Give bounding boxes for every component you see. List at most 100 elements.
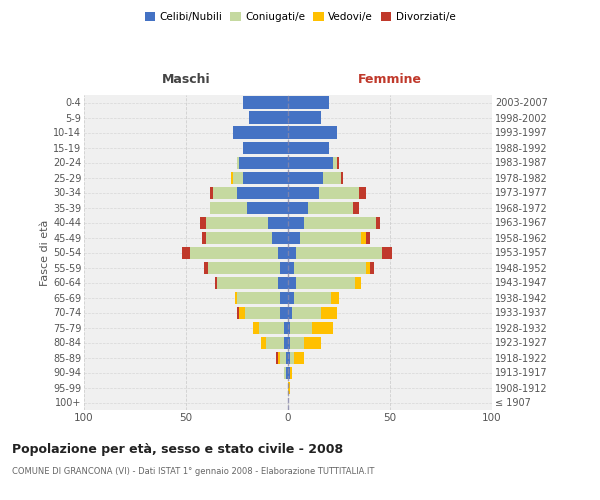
- Bar: [237, 292, 280, 304]
- Bar: [237, 306, 239, 318]
- Bar: [280, 352, 286, 364]
- Bar: [359, 186, 365, 198]
- Bar: [308, 202, 353, 213]
- Bar: [288, 276, 296, 288]
- Bar: [290, 352, 294, 364]
- Bar: [239, 306, 245, 318]
- Bar: [211, 186, 212, 198]
- Bar: [200, 216, 206, 228]
- Bar: [233, 126, 288, 138]
- Bar: [288, 112, 320, 124]
- Bar: [237, 186, 288, 198]
- Bar: [319, 186, 359, 198]
- Bar: [278, 246, 288, 258]
- Text: COMUNE DI GRANCONA (VI) - Dati ISTAT 1° gennaio 2008 - Elaborazione TUTTITALIA.I: COMUNE DI GRANCONA (VI) - Dati ISTAT 1° …: [12, 468, 374, 476]
- Bar: [290, 322, 313, 334]
- Bar: [333, 156, 337, 168]
- Bar: [288, 202, 308, 213]
- Legend: Celibi/Nubili, Coniugati/e, Vedovi/e, Divorziati/e: Celibi/Nubili, Coniugati/e, Vedovi/e, Di…: [140, 8, 460, 26]
- Bar: [284, 336, 288, 348]
- Bar: [382, 246, 392, 258]
- Bar: [294, 292, 331, 304]
- Bar: [237, 156, 239, 168]
- Bar: [288, 126, 337, 138]
- Bar: [288, 232, 300, 243]
- Bar: [217, 276, 278, 288]
- Bar: [206, 232, 272, 243]
- Bar: [288, 382, 290, 394]
- Bar: [331, 292, 339, 304]
- Bar: [288, 142, 329, 154]
- Bar: [239, 156, 288, 168]
- Bar: [288, 262, 294, 274]
- Text: Maschi: Maschi: [161, 73, 211, 86]
- Bar: [341, 172, 343, 183]
- Bar: [288, 216, 304, 228]
- Bar: [206, 216, 268, 228]
- Text: Popolazione per età, sesso e stato civile - 2008: Popolazione per età, sesso e stato civil…: [12, 442, 343, 456]
- Bar: [190, 246, 278, 258]
- Bar: [245, 306, 280, 318]
- Bar: [215, 276, 217, 288]
- Bar: [208, 262, 280, 274]
- Bar: [243, 142, 288, 154]
- Bar: [320, 306, 337, 318]
- Bar: [249, 112, 288, 124]
- Bar: [272, 232, 288, 243]
- Bar: [235, 292, 237, 304]
- Bar: [233, 172, 243, 183]
- Bar: [361, 232, 365, 243]
- Bar: [278, 276, 288, 288]
- Bar: [288, 366, 290, 378]
- Bar: [280, 262, 288, 274]
- Bar: [300, 232, 361, 243]
- Bar: [182, 246, 190, 258]
- Bar: [288, 322, 290, 334]
- Bar: [243, 172, 288, 183]
- Bar: [243, 96, 288, 108]
- Bar: [288, 246, 296, 258]
- Bar: [253, 322, 259, 334]
- Bar: [231, 172, 233, 183]
- Bar: [288, 292, 294, 304]
- Bar: [288, 352, 290, 364]
- Bar: [288, 336, 290, 348]
- Bar: [284, 366, 286, 378]
- Bar: [370, 262, 374, 274]
- Bar: [205, 262, 208, 274]
- Bar: [202, 232, 206, 243]
- Bar: [288, 172, 323, 183]
- Bar: [280, 292, 288, 304]
- Bar: [337, 156, 339, 168]
- Y-axis label: Fasce di età: Fasce di età: [40, 220, 50, 286]
- Bar: [353, 202, 359, 213]
- Bar: [376, 216, 380, 228]
- Bar: [259, 322, 284, 334]
- Bar: [280, 306, 288, 318]
- Bar: [286, 366, 288, 378]
- Bar: [288, 306, 292, 318]
- Bar: [290, 366, 292, 378]
- Bar: [276, 352, 278, 364]
- Bar: [278, 352, 280, 364]
- Bar: [292, 306, 320, 318]
- Bar: [323, 172, 341, 183]
- Bar: [288, 186, 319, 198]
- Bar: [294, 352, 304, 364]
- Bar: [365, 262, 370, 274]
- Bar: [294, 262, 365, 274]
- Bar: [355, 276, 361, 288]
- Text: Femmine: Femmine: [358, 73, 422, 86]
- Bar: [266, 336, 284, 348]
- Bar: [212, 186, 237, 198]
- Bar: [313, 322, 333, 334]
- Bar: [286, 352, 288, 364]
- Bar: [262, 336, 266, 348]
- Bar: [288, 156, 333, 168]
- Bar: [211, 202, 247, 213]
- Bar: [296, 276, 355, 288]
- Bar: [268, 216, 288, 228]
- Bar: [296, 246, 382, 258]
- Bar: [290, 336, 304, 348]
- Bar: [247, 202, 288, 213]
